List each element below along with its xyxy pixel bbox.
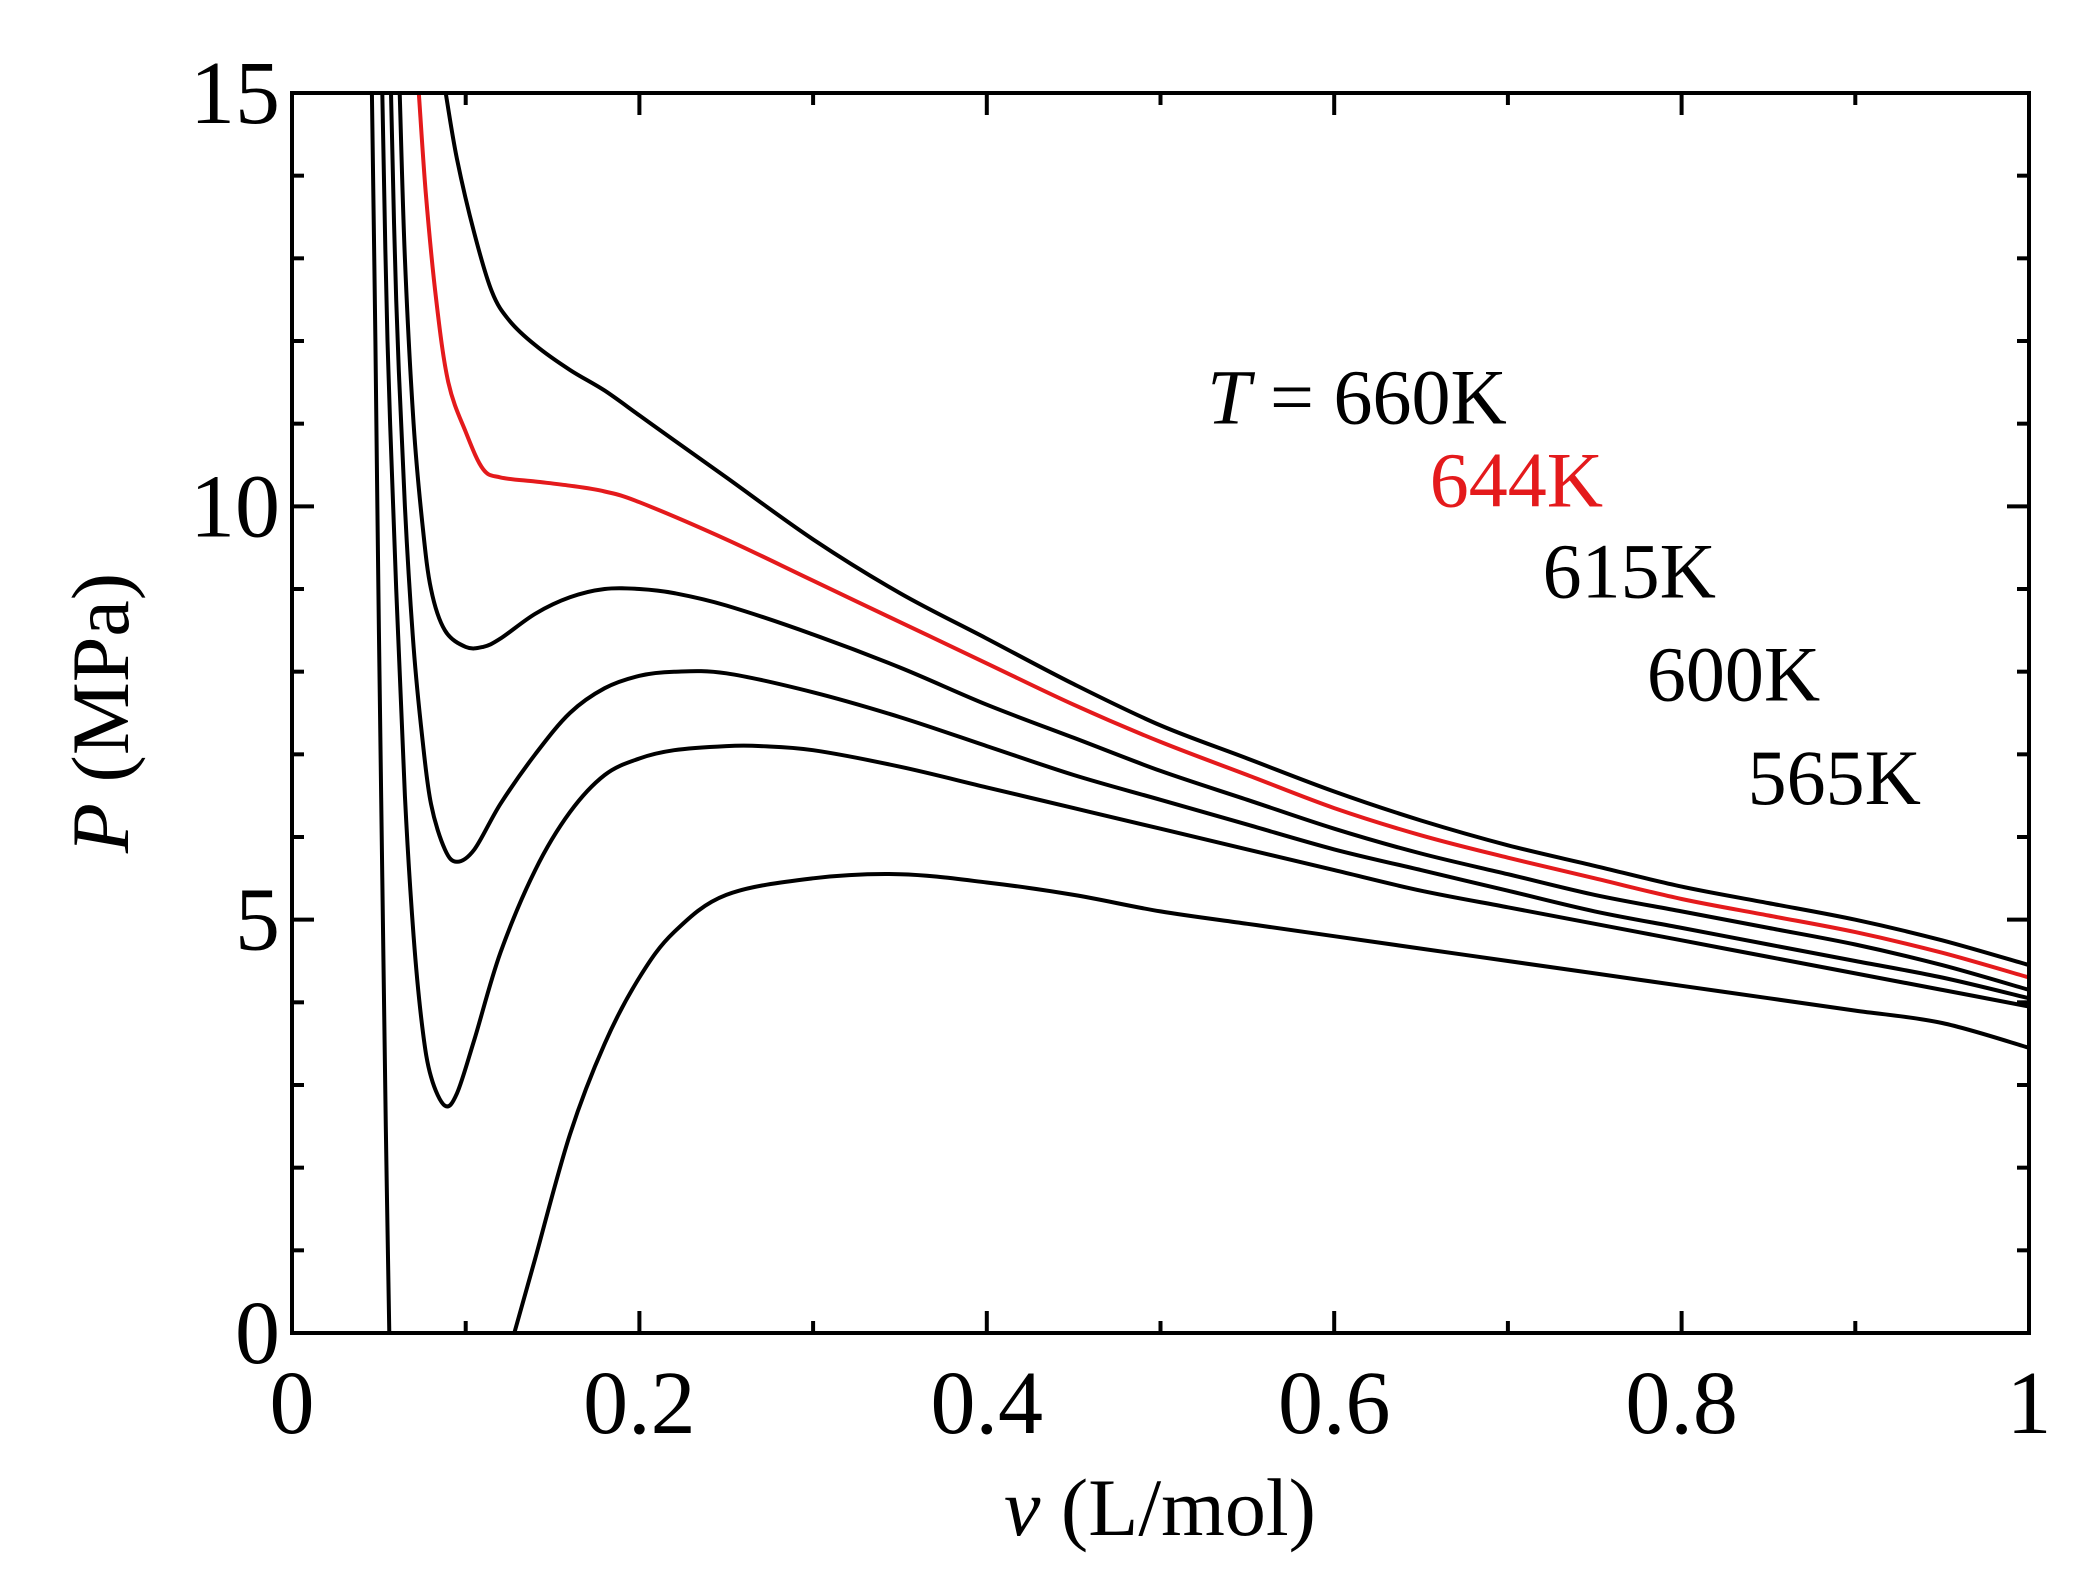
x-axis-variable: v [1004, 1462, 1041, 1553]
series-line-600k [389, 93, 2029, 1001]
series-line-branch-5 [369, 93, 392, 1333]
tick-layer [290, 91, 2031, 1335]
series-layer [369, 93, 2029, 1333]
temp-label-644k: 644K [1430, 436, 1603, 523]
x-axis-unit: (L/mol) [1061, 1462, 1316, 1553]
temp-equals: = [1250, 354, 1333, 441]
y-axis-unit: (MPa) [55, 573, 146, 783]
x-tick-label: 0.2 [583, 1354, 696, 1453]
temp-label-600k: 600K [1647, 631, 1820, 718]
temp-label-615k: 615K [1543, 527, 1716, 614]
y-axis-label: P (MPa) [55, 573, 146, 854]
y-tick-label: 10 [190, 457, 280, 556]
x-tick-label: 0.8 [1625, 1354, 1738, 1453]
y-tick-label: 15 [190, 44, 280, 143]
y-axis-variable: P [55, 803, 146, 854]
series-line-615k [397, 93, 2029, 992]
y-tick-label: 0 [235, 1284, 280, 1383]
temp-variable: T [1207, 354, 1255, 441]
series-line-660k [443, 93, 2029, 968]
series-line-565k [380, 93, 2029, 1109]
series-line-branch-6 [512, 872, 2029, 1333]
x-tick-label: 0 [270, 1354, 315, 1453]
series-line-644k [416, 93, 2029, 980]
temp-label-565k: 565K [1748, 734, 1921, 821]
x-tick-label: 0.4 [931, 1354, 1044, 1453]
temp-label-660k: T = 660K [1207, 354, 1507, 441]
x-tick-label: 1 [2007, 1354, 2052, 1453]
x-tick-label: 0.6 [1278, 1354, 1391, 1453]
y-tick-label: 5 [235, 871, 280, 970]
temp-value: 660K [1333, 354, 1506, 441]
x-axis-label: v (L/mol) [1004, 1462, 1316, 1553]
